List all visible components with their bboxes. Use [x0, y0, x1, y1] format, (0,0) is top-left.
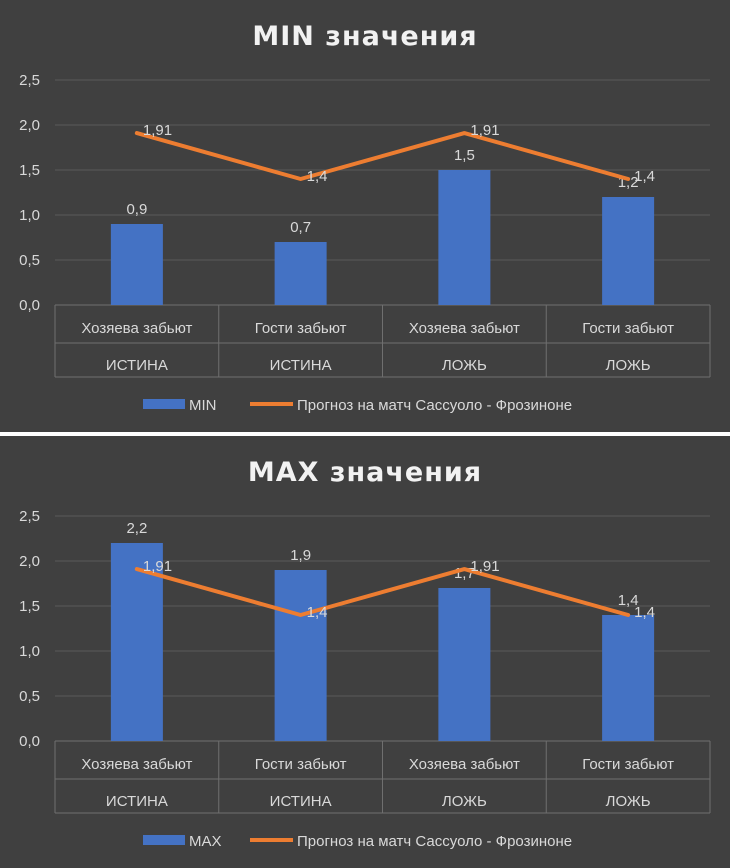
line-value-label: 1,4 — [307, 168, 328, 185]
y-tick-label: 2,0 — [19, 553, 40, 570]
y-tick-label: 2,5 — [19, 508, 40, 525]
bar-value-label: 1,9 — [290, 547, 311, 564]
legend-line-label: Прогноз на матч Сассуоло - Фрозиноне — [297, 833, 572, 850]
category-group-label: ИСТИНА — [270, 357, 332, 374]
line-value-label: 1,4 — [307, 604, 328, 621]
bar-value-label: 0,7 — [290, 219, 311, 236]
chart-title: MIN значения — [252, 21, 477, 52]
y-tick-label: 0,5 — [19, 688, 40, 705]
chart-title: MAX значения — [248, 457, 482, 488]
y-tick-label: 2,0 — [19, 117, 40, 134]
y-tick-label: 0,0 — [19, 297, 40, 314]
category-group-label: ЛОЖЬ — [606, 793, 651, 810]
min-chart-panel: MIN значения 0,0 0,5 1,0 1,5 2,0 2,5 Хозяева за… — [0, 0, 730, 432]
legend-bar-swatch — [143, 835, 185, 845]
bar — [438, 588, 491, 741]
category-label: Хозяева забьют — [409, 756, 520, 773]
line-value-label: 1,4 — [634, 168, 655, 185]
y-tick-label: 1,0 — [19, 643, 40, 660]
y-tick-label: 1,5 — [19, 598, 40, 615]
category-group-label: ЛОЖЬ — [442, 357, 487, 374]
bar — [274, 570, 327, 741]
bar — [438, 170, 491, 305]
max-chart: MAX значения 0,0 0,5 1,0 1,5 2,0 2,5 Хозяева за… — [19, 457, 711, 850]
category-label: Гости забьют — [255, 320, 347, 337]
forecast-line — [134, 131, 631, 181]
legend-bar-label: MIN — [189, 397, 217, 414]
line-value-label: 1,91 — [470, 122, 499, 139]
forecast-line — [134, 567, 631, 617]
bar — [274, 242, 327, 305]
legend-bar-label: MAX — [189, 833, 222, 850]
category-group-label: ИСТИНА — [270, 793, 332, 810]
category-label: Хозяева забьют — [81, 320, 192, 337]
bar-value-label: 0,9 — [126, 201, 147, 218]
category-group-label: ЛОЖЬ — [442, 793, 487, 810]
y-tick-label: 1,5 — [19, 162, 40, 179]
min-chart: MIN значения 0,0 0,5 1,0 1,5 2,0 2,5 Хозяева за… — [19, 21, 711, 414]
category-label: Хозяева забьют — [81, 756, 192, 773]
line-value-label: 1,91 — [143, 558, 172, 575]
category-label: Хозяева забьют — [409, 320, 520, 337]
line-value-label: 1,4 — [634, 604, 655, 621]
bar — [110, 224, 163, 305]
category-group-label: ИСТИНА — [106, 793, 168, 810]
line-value-label: 1,91 — [470, 558, 499, 575]
category-label: Гости забьют — [582, 320, 674, 337]
y-tick-label: 0,0 — [19, 733, 40, 750]
bar-value-label: 1,5 — [454, 147, 475, 164]
category-group-label: ИСТИНА — [106, 357, 168, 374]
category-label: Гости забьют — [582, 756, 674, 773]
category-group-label: ЛОЖЬ — [606, 357, 651, 374]
y-tick-label: 1,0 — [19, 207, 40, 224]
legend-bar-swatch — [143, 399, 185, 409]
legend-line-label: Прогноз на матч Сассуоло - Фрозиноне — [297, 397, 572, 414]
max-chart-panel: MAX значения 0,0 0,5 1,0 1,5 2,0 2,5 Хозяева за… — [0, 436, 730, 868]
bar — [602, 197, 655, 305]
y-tick-label: 0,5 — [19, 252, 40, 269]
y-tick-label: 2,5 — [19, 72, 40, 89]
bar-value-label: 1,4 — [618, 592, 639, 609]
bar-value-label: 2,2 — [126, 520, 147, 537]
line-value-label: 1,91 — [143, 122, 172, 139]
bar — [602, 615, 655, 741]
category-label: Гости забьют — [255, 756, 347, 773]
